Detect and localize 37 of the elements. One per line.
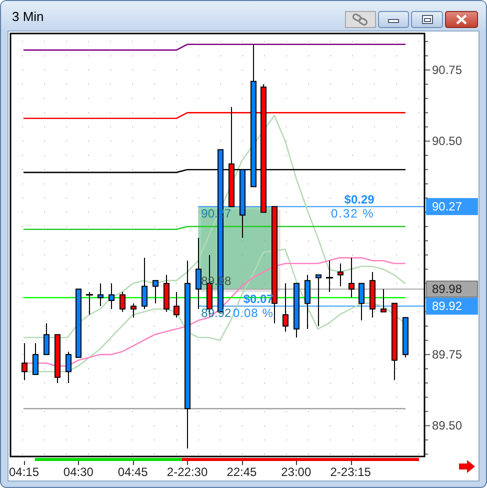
- annotation: 0.08 %: [233, 306, 274, 320]
- candlestick: [316, 274, 322, 327]
- y-tick-label: 90.50: [432, 134, 462, 148]
- x-tick-label: 04:15: [8, 465, 40, 479]
- candlestick: [348, 257, 354, 298]
- candlestick: [358, 282, 364, 321]
- x-tick-label: 2-23:15: [330, 465, 372, 479]
- ref-line-label: 89.92: [432, 299, 462, 314]
- y-tick-label: 89.50: [432, 418, 462, 433]
- x-tick-label: 23:00: [281, 465, 312, 479]
- candlestick: [120, 291, 126, 312]
- annotation: $0.29: [344, 192, 375, 207]
- candlestick: [66, 351, 72, 384]
- candlestick: [44, 322, 50, 356]
- y-tick-label: 89.75: [432, 348, 462, 362]
- candlestick: [142, 257, 148, 310]
- ref-line-label: 90.27: [432, 200, 462, 214]
- chart-title: 3 Min: [12, 9, 44, 24]
- candlestick: [98, 282, 104, 307]
- candlestick: [304, 274, 310, 330]
- x-tick-label: 2-22:30: [166, 465, 208, 479]
- x-tick-label: 04:45: [118, 465, 148, 479]
- x-tick-label: 04:30: [63, 465, 94, 479]
- candlestick: [196, 237, 202, 310]
- candlestick: [22, 342, 28, 381]
- candlestick: [380, 288, 386, 312]
- candlestick: [108, 282, 114, 310]
- ref-line-label: 89.98: [432, 282, 462, 296]
- candlestick: [338, 262, 344, 287]
- candlestick: [174, 291, 180, 318]
- x-tick-label: 22:45: [226, 465, 258, 479]
- y-tick-label: 90.75: [432, 62, 462, 77]
- candlestick: [152, 280, 158, 304]
- annotation: 0.32 %: [330, 206, 374, 221]
- candlestick: [32, 342, 38, 375]
- candlestick: [130, 302, 136, 318]
- candlestick: [282, 282, 288, 332]
